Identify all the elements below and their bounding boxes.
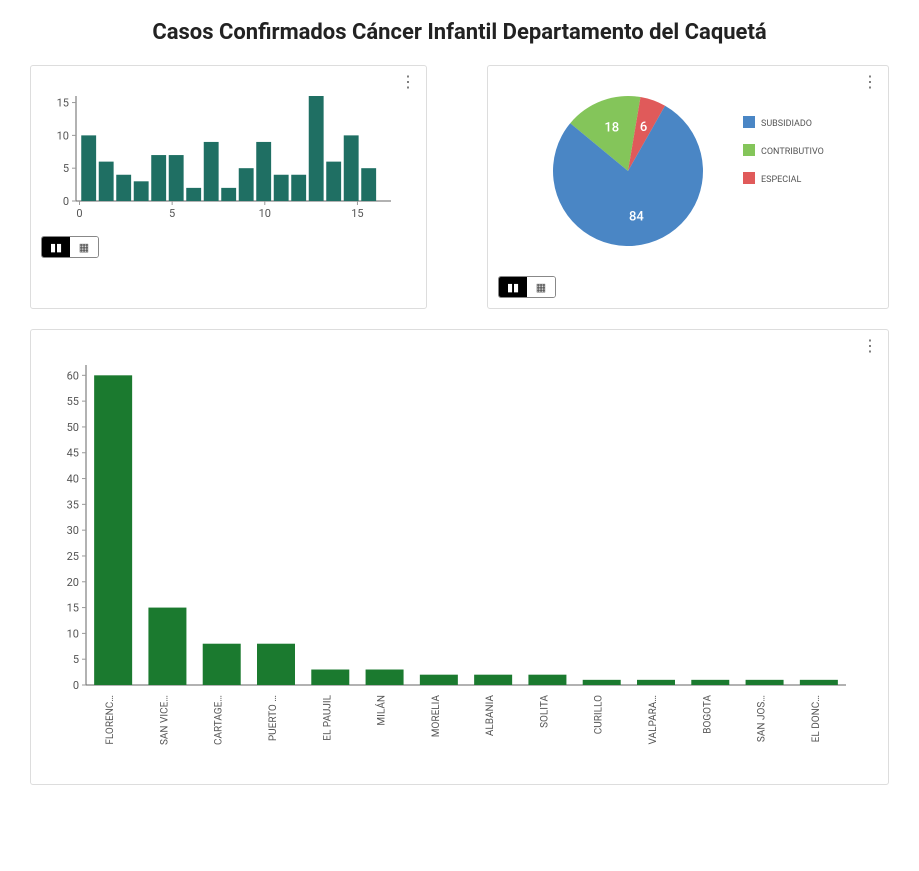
- svg-text:MILÁN: MILÁN: [375, 695, 388, 726]
- svg-text:50: 50: [67, 421, 79, 434]
- table-icon: ▦: [536, 281, 546, 294]
- svg-text:30: 30: [67, 524, 79, 537]
- view-toggle: ▮▮ ▦: [41, 236, 99, 258]
- svg-text:6: 6: [640, 120, 647, 135]
- svg-text:EL PAUJIL: EL PAUJIL: [322, 694, 333, 740]
- chart-view-button[interactable]: ▮▮: [42, 237, 70, 257]
- bar-chart-icon: ▮▮: [507, 281, 519, 294]
- svg-text:0: 0: [76, 207, 82, 220]
- svg-text:10: 10: [67, 627, 79, 640]
- municipio-chart: 0 5 10 15 20 25 30 35 40 45 50 55 60 FLORENC… SAN VICE…: [41, 340, 861, 770]
- svg-text:55: 55: [67, 395, 79, 408]
- table-view-button[interactable]: ▦: [70, 237, 98, 257]
- svg-text:BOGOTA: BOGOTA: [702, 695, 713, 734]
- kebab-menu-icon[interactable]: ⋮: [400, 74, 416, 90]
- svg-text:VALPARA…: VALPARA…: [648, 695, 659, 744]
- view-toggle: ▮▮ ▦: [498, 276, 556, 298]
- svg-text:60: 60: [67, 369, 79, 382]
- pie-chart: 18 6 84 SUBSIDIADO CONTRIBUTIVO ESPECIAL: [498, 76, 878, 266]
- svg-text:15: 15: [57, 97, 69, 110]
- svg-text:SAN VICE…: SAN VICE…: [159, 695, 170, 745]
- svg-text:84: 84: [629, 210, 644, 225]
- svg-text:18: 18: [604, 120, 619, 135]
- svg-text:EL DONC…: EL DONC…: [811, 695, 822, 742]
- page-title: Casos Confirmados Cáncer Infantil Depart…: [30, 20, 889, 45]
- svg-text:PUERTO …: PUERTO …: [268, 695, 279, 741]
- svg-text:CARTAGE…: CARTAGE…: [214, 695, 225, 745]
- svg-text:10: 10: [259, 207, 271, 220]
- svg-text:5: 5: [169, 207, 175, 220]
- svg-text:CONTRIBUTIVO: CONTRIBUTIVO: [761, 147, 824, 157]
- table-icon: ▦: [79, 241, 89, 254]
- municipio-card: ⋮ 0 5 10 15 20 25 30 35 40 45 50 55 60 FLORENC… SAN VI…: [30, 329, 889, 785]
- svg-text:0: 0: [73, 679, 79, 692]
- svg-text:CURILLO: CURILLO: [594, 695, 605, 734]
- svg-text:0: 0: [63, 195, 69, 208]
- table-view-button[interactable]: ▦: [527, 277, 555, 297]
- svg-text:35: 35: [67, 498, 79, 511]
- svg-text:45: 45: [67, 447, 79, 460]
- kebab-menu-icon[interactable]: ⋮: [862, 74, 878, 90]
- svg-text:MORELIA: MORELIA: [431, 695, 442, 738]
- svg-text:40: 40: [67, 473, 79, 486]
- kebab-menu-icon[interactable]: ⋮: [862, 338, 878, 354]
- bar-chart-icon: ▮▮: [50, 241, 62, 254]
- pie-card: ⋮ 18 6 84 SUBSIDIADO CONTRIBUTIVO ESPECIAL ▮▮…: [487, 65, 889, 309]
- svg-text:SAN JOS…: SAN JOS…: [757, 695, 768, 742]
- svg-text:5: 5: [73, 653, 79, 666]
- chart-view-button[interactable]: ▮▮: [499, 277, 527, 297]
- svg-text:25: 25: [67, 550, 79, 563]
- svg-text:15: 15: [67, 602, 79, 615]
- histogram-card: ⋮ 0 5 10 15 0 5 10 15 ▮▮ ▦: [30, 65, 427, 309]
- svg-text:5: 5: [63, 162, 69, 175]
- svg-text:10: 10: [57, 129, 69, 142]
- svg-text:SUBSIDIADO: SUBSIDIADO: [761, 119, 812, 129]
- svg-text:SOLITA: SOLITA: [539, 695, 550, 728]
- svg-text:ESPECIAL: ESPECIAL: [761, 175, 802, 185]
- svg-text:ALBANIA: ALBANIA: [485, 695, 496, 737]
- svg-text:FLORENC…: FLORENC…: [105, 695, 116, 745]
- svg-text:15: 15: [351, 207, 363, 220]
- histogram-chart: 0 5 10 15 0 5 10 15: [41, 76, 401, 226]
- svg-text:20: 20: [67, 576, 79, 589]
- top-row: ⋮ 0 5 10 15 0 5 10 15 ▮▮ ▦ ⋮ 18 6 84 SUBSIDIADO CON…: [30, 65, 889, 309]
